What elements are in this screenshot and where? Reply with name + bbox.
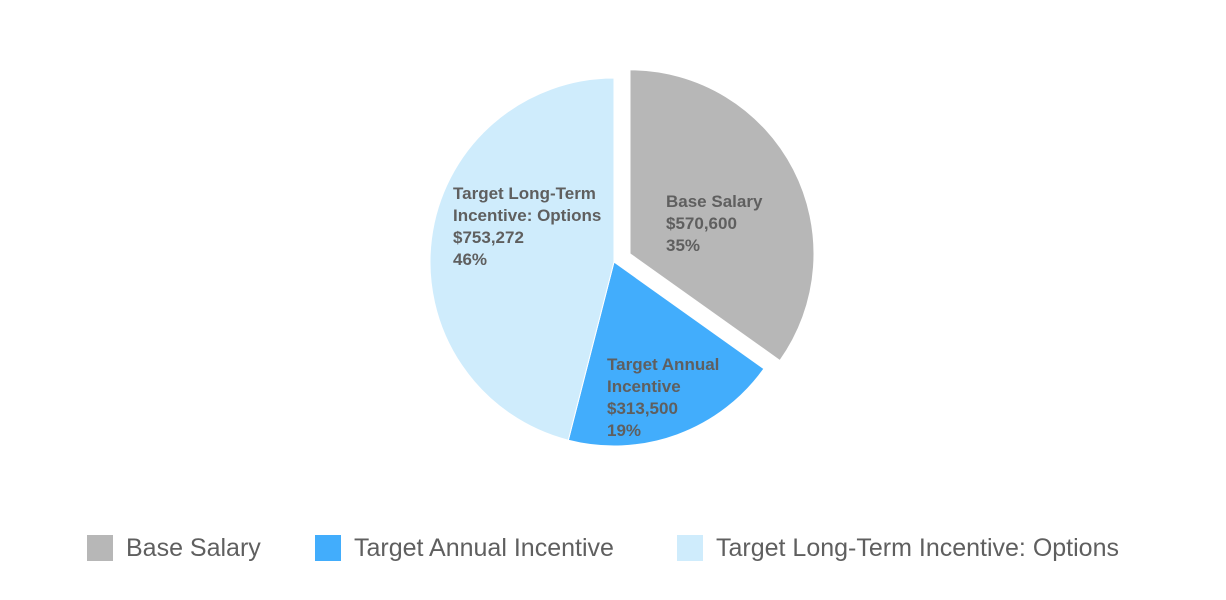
pie-slice-labels: Base Salary $570,600 35% Target Annual Incen… <box>453 184 763 440</box>
legend-label-base-salary: Base Salary <box>126 533 261 562</box>
chart-legend: Base Salary Target Annual Incentive Targ… <box>0 528 1226 568</box>
legend-swatch-target-annual-incentive <box>315 535 341 561</box>
legend-swatch-base-salary <box>87 535 113 561</box>
legend-item-base-salary[interactable]: Base Salary <box>87 528 261 568</box>
pie-slice-base-salary[interactable] <box>629 69 815 362</box>
pie-slice-target-annual-incentive[interactable] <box>567 261 765 447</box>
pie-chart: Base Salary $570,600 35% Target Annual Incen… <box>429 69 815 447</box>
legend-label-target-long-term-incentive: Target Long-Term Incentive: Options <box>716 533 1119 562</box>
legend-item-target-long-term-incentive[interactable]: Target Long-Term Incentive: Options <box>677 528 1119 568</box>
pie-slices <box>429 69 815 447</box>
legend-label-target-annual-incentive: Target Annual Incentive <box>354 533 614 562</box>
pie-slice-target-long-term-incentive-options[interactable] <box>429 77 615 441</box>
slice-label-base-salary: Base Salary $570,600 35% <box>666 192 763 255</box>
legend-item-target-annual-incentive[interactable]: Target Annual Incentive <box>315 528 614 568</box>
slice-label-target-annual-incentive: Target Annual Incentive $313,500 19% <box>607 355 719 440</box>
legend-swatch-target-long-term-incentive <box>677 535 703 561</box>
slice-label-target-long-term-incentive-options: Target Long-Term Incentive: Options $753,2… <box>453 184 601 269</box>
